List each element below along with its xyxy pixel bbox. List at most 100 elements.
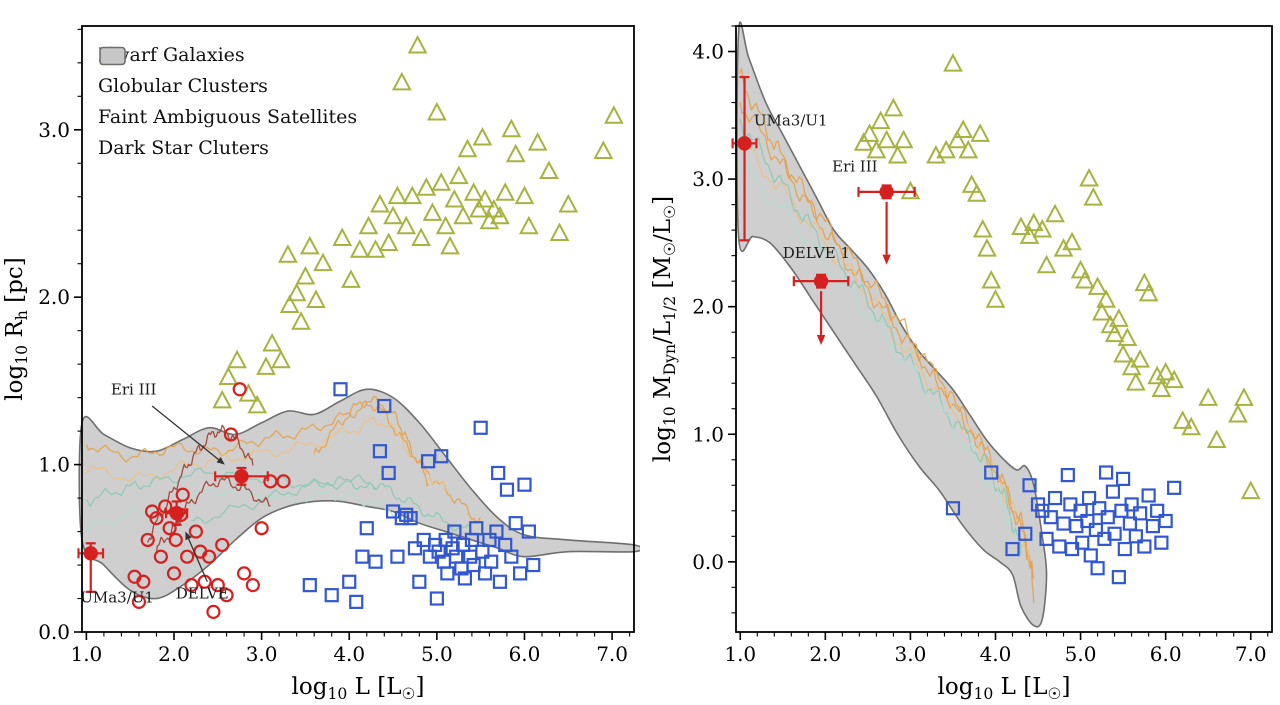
dwarf-galaxy-point (365, 239, 386, 258)
faint-satellite-point (254, 521, 269, 536)
dwarf-galaxy-point (1083, 187, 1104, 206)
model-track (313, 395, 429, 487)
globular-cluster-point (324, 588, 339, 603)
dwarf-galaxy-point (402, 185, 423, 205)
highlight-label: UMa3/U1 (754, 112, 828, 130)
model-track (739, 163, 1014, 526)
faint-satellite-point (180, 549, 195, 564)
y-tick-label: 1.0 (38, 453, 70, 477)
globular-cluster-point (469, 521, 484, 536)
dwarf-galaxy-point (887, 145, 908, 164)
faint-satellite-point (131, 594, 147, 609)
size-luminosity-chart: UMa3/U1 Eri III DELVE 1.0 2.0 3.0 4.0 5.0 6.0 7.0… (2, 25, 640, 703)
dark-star-clusters-band (736, 21, 1048, 628)
globular-clusters-series (945, 465, 1182, 585)
faint-satellite-point (276, 474, 291, 489)
annotation-arrow-head (816, 334, 826, 345)
globular-cluster-point (407, 541, 423, 556)
dwarf-galaxy-point (396, 215, 417, 235)
dwarf-galaxy-point (1091, 301, 1112, 321)
faint-satellite-point (184, 578, 199, 593)
panel-size-luminosity: UMa3/U1 Eri III DELVE 1.0 2.0 3.0 4.0 5.0 6.0 7.0… (2, 25, 640, 703)
faint-satellite-point (201, 549, 217, 564)
dwarf-galaxy-point (501, 118, 522, 138)
dwarf-galaxy-point (1172, 410, 1193, 429)
dwarf-galaxy-point (1198, 387, 1219, 406)
x-tick-label: 2.0 (158, 642, 190, 666)
dwarf-galaxy-point (1087, 276, 1108, 295)
dwarf-galaxy-point (1126, 372, 1146, 391)
globular-cluster-point (508, 516, 523, 531)
y-axis-label: log10 MDyn/L1/2 [M☉/L☉] (650, 196, 679, 462)
dwarf-galaxy-point (1228, 403, 1248, 423)
plot-border (81, 25, 635, 633)
faint-satellite-point (223, 427, 239, 442)
globular-cluster-point (416, 532, 431, 548)
globular-cluster-point (449, 549, 464, 564)
x-axis-label: log10 L [L☉] (938, 674, 1071, 703)
globular-cluster-point (489, 524, 504, 539)
dwarf-galaxy-point (1108, 308, 1129, 327)
faint-satellite-point (206, 604, 221, 620)
faint-satellite-point (162, 521, 177, 536)
dwarf-galaxy-point (1045, 203, 1065, 223)
dwarf-galaxy-point (286, 282, 307, 302)
globular-cluster-point (484, 554, 499, 569)
legend-item-faint-ambiguous-satellites: Faint Ambiguous Satellites (98, 48, 357, 128)
dwarf-galaxy-point (1147, 365, 1168, 385)
dwarf-galaxy-point (1079, 167, 1099, 187)
x-tick-label: 3.0 (246, 642, 278, 666)
faint-satellite-point (175, 487, 190, 502)
y-tick-label: 3.0 (692, 167, 724, 191)
dwarf-galaxy-point (936, 139, 957, 159)
globular-cluster-point (1107, 526, 1122, 541)
faint-satellite-point (210, 578, 225, 593)
globular-cluster-point (517, 477, 532, 492)
dwarf-galaxy-point (958, 139, 979, 159)
dwarf-galaxy-point (1151, 378, 1172, 397)
dwarf-galaxy-point (883, 97, 904, 117)
globular-cluster-point (1105, 484, 1121, 499)
x-tick-label: 3.0 (895, 642, 927, 666)
dwarf-galaxy-point (1096, 289, 1116, 308)
dwarf-galaxy-point (431, 172, 452, 191)
globular-cluster-point (521, 524, 536, 539)
mass-to-light-chart: UMa3/U1 DELVE 1 Eri III 1.0 2.0 3.0 4.0 5.0 6.0 7… (650, 21, 1273, 703)
dwarf-galaxy-point (440, 235, 460, 255)
panel-mass-to-light: UMa3/U1 DELVE 1 Eri III 1.0 2.0 3.0 4.0 5.0 6.0 7… (640, 0, 1280, 705)
faint-satellite-point (140, 532, 155, 548)
highlight-point (879, 184, 894, 200)
faint-satellite-point (215, 537, 230, 553)
dwarf-galaxy-point (1155, 361, 1176, 381)
dwarf-galaxy-point (256, 356, 276, 375)
x-tick-label: 7.0 (596, 642, 628, 666)
faint-satellite-point (188, 524, 204, 539)
annotation-label: Eri III (111, 380, 157, 398)
globular-cluster-point (1100, 510, 1115, 525)
x-tick-label: 7.0 (1235, 642, 1267, 666)
annotation-label: DELVE (176, 585, 229, 603)
globular-cluster-point (512, 566, 528, 581)
dwarf-galaxy-point (876, 129, 897, 149)
legend-label-globular-clusters: Globular Clusters (98, 75, 268, 97)
globular-cluster-point (1117, 541, 1132, 557)
legend-item-dark-star-clusters: Dark Star Cluters (98, 46, 357, 159)
globular-cluster-point (447, 524, 462, 539)
dwarf-galaxy-point (358, 215, 379, 235)
x-tick-label: 1.0 (70, 642, 102, 666)
dwarf-galaxy-point (279, 294, 300, 313)
globular-cluster-point (473, 420, 488, 435)
dwarf-galaxy-point (469, 199, 489, 218)
y-axis-label: log10 Rh [pc] (2, 257, 31, 400)
plot-border (735, 25, 1273, 633)
highlight-point (813, 273, 829, 289)
dwarf-galaxy-point (518, 215, 539, 235)
dwarf-galaxy-point (475, 188, 495, 208)
dwarf-galaxy-point (900, 180, 921, 200)
dwarf-galaxies-series (853, 53, 1261, 500)
dwarf-galaxy-point (1234, 387, 1254, 406)
globular-cluster-point (1039, 531, 1054, 546)
globular-cluster-point (1047, 490, 1063, 506)
legend-item-globular-clusters: Globular Clusters (98, 48, 357, 97)
globular-cluster-point (1116, 471, 1131, 487)
